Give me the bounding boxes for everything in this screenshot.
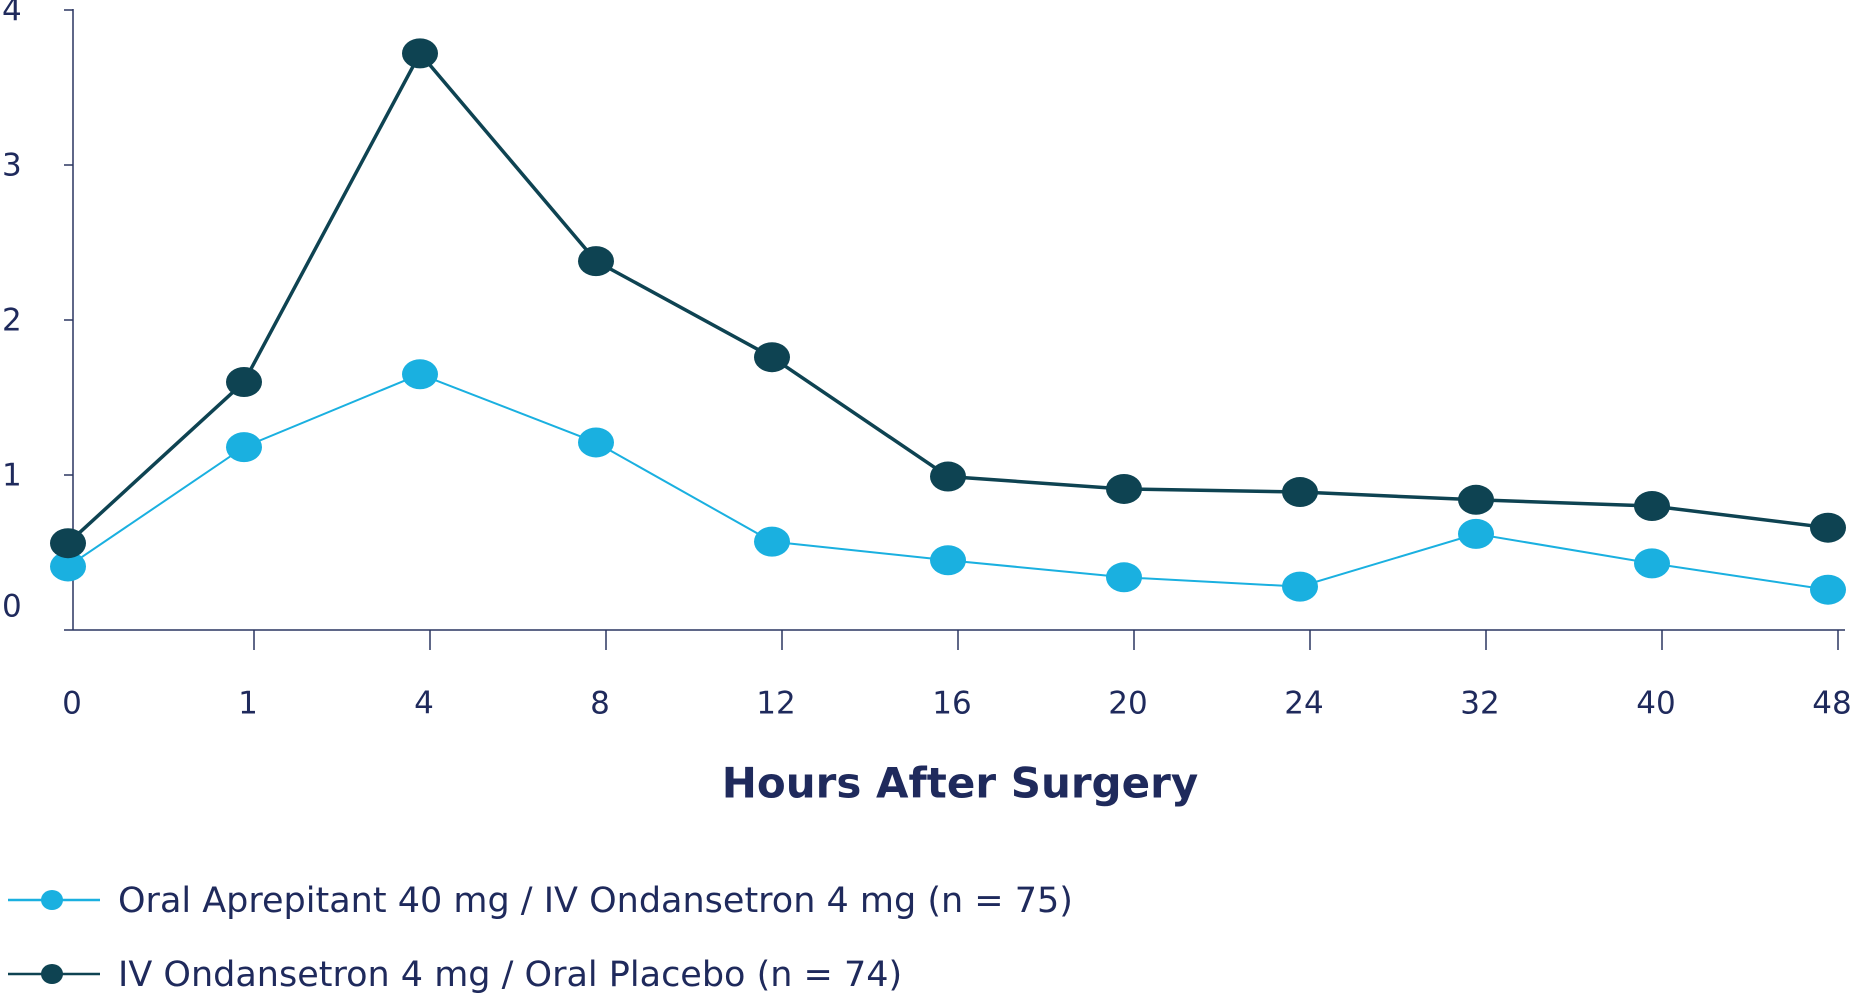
x-tick-label: 0	[62, 686, 82, 722]
x-tick-label: 20	[1108, 686, 1147, 722]
data-point	[1458, 484, 1494, 515]
data-point	[1458, 518, 1494, 549]
x-tick-label: 32	[1460, 686, 1499, 722]
y-tick-label: 2	[2, 303, 22, 339]
data-point	[50, 551, 86, 582]
x-axis-title: Hours After Surgery	[722, 759, 1198, 808]
data-point	[1810, 512, 1846, 543]
data-point	[578, 427, 614, 458]
data-point	[226, 367, 262, 397]
data-point	[1106, 562, 1142, 593]
data-point	[754, 526, 790, 557]
legend-marker	[41, 890, 63, 910]
data-point	[754, 342, 790, 373]
x-tick-label: 12	[756, 686, 795, 722]
x-tick-label: 8	[590, 686, 610, 722]
data-point	[50, 528, 86, 559]
data-point	[1810, 574, 1846, 605]
data-point	[930, 461, 966, 492]
x-tick-label: 4	[414, 686, 434, 722]
legend-marker	[41, 964, 63, 984]
data-point	[402, 359, 438, 390]
y-tick-label: 0	[2, 589, 22, 625]
x-tick-label: 1	[238, 686, 258, 722]
y-tick-label: 4	[2, 0, 22, 29]
data-point	[1634, 491, 1670, 521]
legend-label: IV Ondansetron 4 mg / Oral Placebo (n = …	[118, 955, 902, 995]
data-point	[1106, 473, 1142, 504]
y-tick-label: 3	[2, 148, 22, 184]
x-tick-label: 40	[1636, 686, 1675, 722]
y-tick-label: 1	[2, 458, 22, 494]
data-point	[930, 545, 966, 576]
x-tick-label: 48	[1812, 686, 1851, 722]
data-point	[402, 38, 438, 69]
x-tick-label: 24	[1284, 686, 1323, 722]
data-point	[578, 246, 614, 277]
data-point	[1634, 548, 1670, 579]
data-point	[1282, 477, 1318, 508]
x-tick-label: 16	[932, 686, 971, 722]
data-point	[1282, 571, 1318, 602]
legend-label: Oral Aprepitant 40 mg / IV Ondansetron 4…	[118, 881, 1073, 921]
data-point	[226, 432, 262, 463]
